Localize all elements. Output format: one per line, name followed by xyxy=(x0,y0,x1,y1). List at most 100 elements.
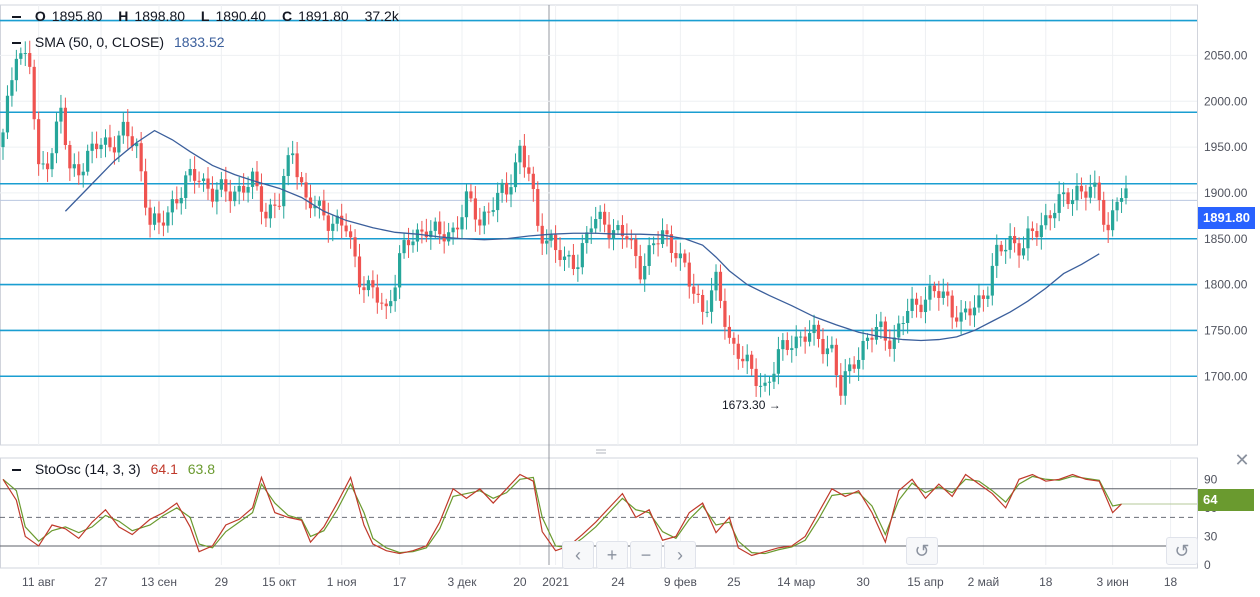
candle-body xyxy=(928,285,932,300)
x-tick-label: 25 xyxy=(727,575,741,589)
zoom-in-button[interactable]: + xyxy=(596,541,628,569)
candle-body xyxy=(634,239,638,257)
candle-body xyxy=(219,179,223,190)
candle-body xyxy=(919,304,923,313)
scroll-forward-button[interactable]: › xyxy=(664,541,696,569)
candle-body xyxy=(585,232,589,244)
candle-body xyxy=(398,253,402,288)
candle-body xyxy=(1119,198,1124,202)
candle-body xyxy=(1093,182,1097,187)
candle-body xyxy=(482,211,486,226)
candle-body xyxy=(496,192,500,211)
candle-body xyxy=(754,368,758,387)
candle-body xyxy=(438,221,442,235)
candle-body xyxy=(687,262,691,287)
stoch-value-badge: 64 xyxy=(1198,489,1254,511)
candle-body xyxy=(1066,192,1070,205)
stoch-k-line xyxy=(2,473,1122,557)
candle-body xyxy=(923,299,928,313)
candle-body xyxy=(1048,215,1052,219)
candle-body xyxy=(429,230,433,238)
x-tick-label: 27 xyxy=(94,575,108,589)
candle-body xyxy=(500,182,504,193)
candle-body xyxy=(380,302,384,304)
candle-body xyxy=(242,185,246,193)
zoom-out-button[interactable]: − xyxy=(630,541,662,569)
candle-body xyxy=(357,256,362,288)
high-value: 1898.80 xyxy=(134,8,186,24)
candle-body xyxy=(981,295,985,299)
reset-scale-button[interactable]: ↺ xyxy=(1166,537,1198,565)
candle-body xyxy=(897,323,901,338)
candle-body xyxy=(487,211,491,213)
candle-body xyxy=(246,186,250,193)
candle-body xyxy=(531,173,535,190)
candle-body xyxy=(433,221,437,231)
candle-body xyxy=(647,245,651,266)
candle-body xyxy=(161,222,166,226)
candle-body xyxy=(669,234,674,253)
candle-body xyxy=(607,224,611,239)
y-tick-label: 1900.00 xyxy=(1204,186,1248,200)
candle-body xyxy=(562,256,567,260)
y-tick-label: 1850.00 xyxy=(1204,232,1248,246)
collapse-icon[interactable] xyxy=(12,42,21,45)
close-value: 1891.80 xyxy=(298,8,349,24)
reset-chart-button[interactable]: ↺ xyxy=(906,537,938,565)
candle-body xyxy=(135,143,139,147)
x-tick-label: 15 апр xyxy=(907,575,944,589)
candle-body xyxy=(250,171,255,187)
candle-body xyxy=(348,231,353,238)
candle-body xyxy=(389,301,393,307)
x-tick-label: 14 мар xyxy=(777,575,816,589)
collapse-icon[interactable] xyxy=(12,16,21,19)
candle-body xyxy=(701,294,705,312)
candle-body xyxy=(558,250,562,260)
candle-body xyxy=(1008,235,1012,250)
candle-body xyxy=(402,240,406,254)
candle-body xyxy=(112,147,117,153)
candle-body xyxy=(295,153,299,178)
candle-body xyxy=(473,198,477,220)
candle-body xyxy=(1075,185,1079,201)
candle-body xyxy=(522,145,526,168)
candle-body xyxy=(972,307,977,316)
candle-body xyxy=(1097,182,1101,201)
candle-body xyxy=(1062,192,1066,195)
collapse-icon[interactable] xyxy=(12,469,21,472)
stoch-legend[interactable]: StoOsc (14, 3, 3) 64.1 63.8 xyxy=(12,461,215,477)
close-label: C xyxy=(281,8,293,24)
candle-body xyxy=(723,300,727,327)
candle-body xyxy=(86,150,90,172)
candle-body xyxy=(883,321,887,341)
candle-body xyxy=(366,280,371,291)
candle-body xyxy=(665,230,669,235)
candle-body xyxy=(268,204,272,219)
candle-body xyxy=(14,58,18,81)
candle-body xyxy=(59,107,63,122)
open-label: O xyxy=(34,8,46,24)
sma-legend[interactable]: SMA (50, 0, CLOSE) 1833.52 xyxy=(12,34,225,50)
candle-body xyxy=(807,333,812,342)
candle-body xyxy=(1021,248,1026,256)
candle-body xyxy=(19,53,23,59)
x-tick-label: 24 xyxy=(611,575,625,589)
x-tick-label: 1 ноя xyxy=(327,575,357,589)
candle-body xyxy=(914,298,919,305)
candle-body xyxy=(870,337,874,340)
candle-body xyxy=(228,191,232,202)
candle-body xyxy=(179,197,183,204)
close-icon[interactable]: ✕ xyxy=(1234,450,1250,470)
candle-body xyxy=(130,136,134,147)
candle-body xyxy=(1035,231,1039,238)
candle-body xyxy=(906,310,910,323)
x-tick-label: 15 окт xyxy=(262,575,297,589)
candle-body xyxy=(736,343,740,359)
scroll-back-button[interactable]: ‹ xyxy=(562,541,594,569)
stoch-tick-label: 0 xyxy=(1204,558,1211,572)
candle-body xyxy=(411,241,415,246)
candle-body xyxy=(553,234,558,251)
candle-body xyxy=(781,340,785,350)
candle-body xyxy=(741,358,745,362)
